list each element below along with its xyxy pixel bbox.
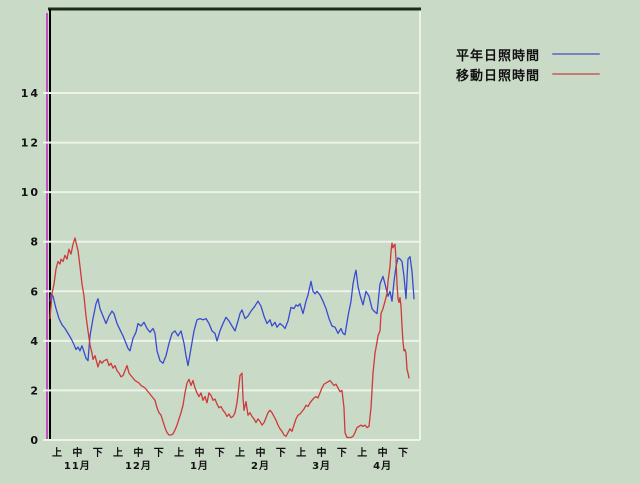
x-period-label-3-1: 中 bbox=[256, 446, 266, 459]
month-label-2: 1月 bbox=[190, 460, 209, 472]
legend-line-blue bbox=[552, 53, 600, 55]
x-period-label-2-1: 中 bbox=[194, 446, 204, 459]
x-period-label-2-2: 下 bbox=[215, 447, 225, 459]
legend-line-red bbox=[552, 73, 600, 75]
y-tick-label-4: 4 bbox=[30, 335, 40, 348]
series-line-ido bbox=[49, 237, 410, 439]
legend-label-ido-nissho: 移動日照時間 bbox=[456, 68, 541, 84]
x-period-label-4-2: 下 bbox=[337, 447, 347, 459]
y-tick-label-2: 2 bbox=[30, 384, 40, 397]
x-period-label-0-1: 中 bbox=[72, 446, 82, 459]
x-period-label-4-1: 中 bbox=[317, 446, 327, 459]
y-tick-label-6: 6 bbox=[30, 285, 40, 298]
month-label-0: 11月 bbox=[64, 460, 91, 472]
x-period-label-1-1: 中 bbox=[133, 446, 143, 459]
x-period-label-0-0: 上 bbox=[52, 446, 62, 459]
x-period-label-3-0: 上 bbox=[235, 446, 245, 459]
y-tick-label-14: 14 bbox=[21, 87, 40, 100]
y-tick-label-0: 0 bbox=[30, 434, 40, 447]
month-label-1: 12月 bbox=[125, 460, 152, 472]
legend-label-heinen-nissho: 平年日照時間 bbox=[456, 48, 541, 64]
x-period-label-4-0: 上 bbox=[296, 446, 306, 459]
legend: 平年日照時間 移動日照時間 bbox=[456, 46, 600, 84]
x-period-label-5-0: 上 bbox=[357, 446, 367, 459]
month-label-3: 2月 bbox=[251, 460, 270, 472]
x-period-label-5-1: 中 bbox=[378, 446, 388, 459]
x-period-label-1-2: 下 bbox=[154, 447, 164, 459]
y-tick-label-12: 12 bbox=[21, 137, 40, 150]
x-period-label-3-2: 下 bbox=[276, 447, 286, 459]
legend-item-ido-nissho: 移動日照時間 bbox=[456, 66, 600, 84]
month-label-5: 4月 bbox=[373, 460, 392, 472]
month-label-4: 3月 bbox=[312, 460, 331, 472]
y-tick-label-10: 10 bbox=[21, 186, 40, 199]
x-period-label-5-2: 下 bbox=[398, 447, 408, 459]
legend-item-heinen-nissho: 平年日照時間 bbox=[456, 46, 600, 64]
y-tick-label-8: 8 bbox=[30, 236, 40, 249]
x-period-label-2-0: 上 bbox=[174, 446, 184, 459]
x-period-label-0-2: 下 bbox=[93, 447, 103, 459]
series-line-heinen bbox=[49, 255, 415, 367]
x-period-label-1-0: 上 bbox=[113, 446, 123, 459]
